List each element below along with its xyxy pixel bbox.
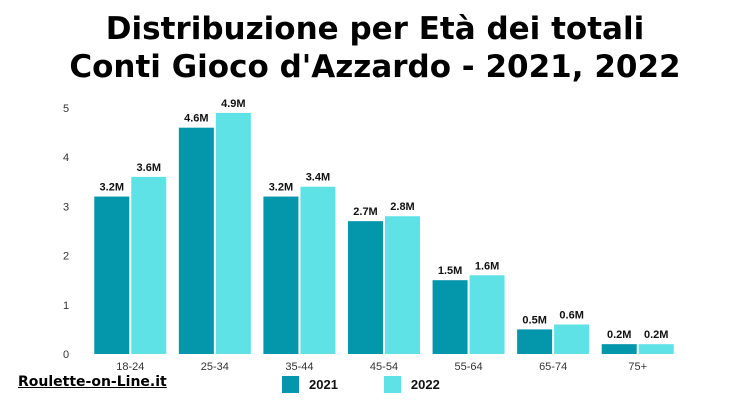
data-label-2022-25-34: 4.9M [221, 98, 245, 110]
bar-2022-25-34 [215, 112, 251, 354]
bar-2022-18-24 [131, 176, 167, 354]
bar-2022-35-44 [300, 186, 336, 354]
bar-2021-65-74 [517, 329, 553, 354]
chart-title: Distribuzione per Età dei totali Conti G… [0, 10, 750, 86]
y-tick-label: 4 [63, 152, 69, 164]
y-tick-label: 3 [63, 201, 69, 213]
bar-2022-75+ [638, 344, 674, 354]
data-label-2021-65-74: 0.5M [522, 314, 546, 326]
data-label-2021-25-34: 4.6M [184, 113, 208, 125]
x-tick-label: 18-24 [116, 361, 144, 373]
y-tick-label: 2 [63, 251, 69, 263]
x-tick-label: 75+ [628, 361, 647, 373]
data-label-2021-35-44: 3.2M [269, 182, 293, 194]
data-label-2022-45-54: 2.8M [390, 201, 414, 213]
data-label-2021-75+: 0.2M [607, 329, 631, 341]
bar-2021-35-44 [263, 196, 299, 354]
bar-2021-18-24 [94, 196, 130, 354]
data-label-2021-18-24: 3.2M [100, 182, 124, 194]
legend-item-2021: 2021 [282, 376, 338, 393]
legend-label-2022: 2022 [410, 377, 440, 392]
bar-2022-45-54 [385, 216, 420, 354]
x-tick-label: 65-74 [539, 361, 567, 373]
legend-swatch-2022 [383, 376, 401, 393]
bar-2021-45-54 [348, 221, 383, 354]
data-label-2022-75+: 0.2M [644, 329, 668, 341]
x-tick-label: 55-64 [455, 361, 483, 373]
data-label-2022-35-44: 3.4M [306, 172, 330, 184]
legend-item-2022: 2022 [383, 376, 440, 393]
bar-2021-75+ [601, 344, 637, 354]
bar-2021-55-64 [432, 280, 468, 354]
y-tick-label: 5 [63, 103, 69, 115]
data-label-2022-65-74: 0.6M [559, 309, 583, 321]
data-label-2021-45-54: 2.7M [353, 206, 377, 218]
data-label-2022-55-64: 1.6M [475, 260, 499, 272]
bar-2022-55-64 [469, 275, 505, 354]
data-label-2021-55-64: 1.5M [438, 265, 462, 277]
chart-title-line-2: Conti Gioco d'Azzardo - 2021, 2022 [69, 49, 681, 85]
watermark: Roulette-on-Line.it [18, 374, 167, 390]
legend-swatch-2021 [282, 376, 299, 393]
data-label-2022-18-24: 3.6M [137, 162, 161, 174]
x-tick-label: 25-34 [201, 361, 229, 373]
bar-2021-25-34 [178, 127, 214, 355]
y-tick-label: 0 [63, 349, 69, 361]
chart-title-line-1: Distribuzione per Età dei totali [105, 11, 645, 47]
x-tick-label: 35-44 [285, 361, 313, 373]
legend: 2021 2022 [282, 376, 486, 393]
y-tick-label: 1 [63, 300, 69, 312]
legend-label-2021: 2021 [309, 377, 338, 392]
x-tick-label: 45-54 [370, 361, 398, 373]
bar-2022-65-74 [554, 324, 590, 354]
